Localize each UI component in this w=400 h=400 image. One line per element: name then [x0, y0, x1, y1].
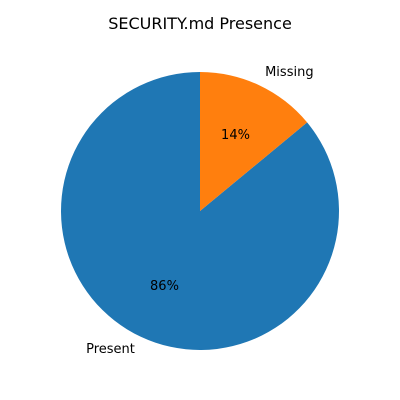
pie-labels: Present 86% Missing 14% [86, 65, 313, 357]
pct-label-present: 86% [150, 279, 179, 294]
slice-label-missing: Missing [265, 65, 313, 80]
slice-label-present: Present [86, 342, 135, 357]
pct-label-missing: 14% [221, 128, 250, 143]
pie-slice-missing [200, 71, 308, 211]
pie-slice-present [61, 72, 340, 351]
chart-title: SECURITY.md Presence [108, 14, 292, 33]
pie-slices [61, 71, 340, 351]
